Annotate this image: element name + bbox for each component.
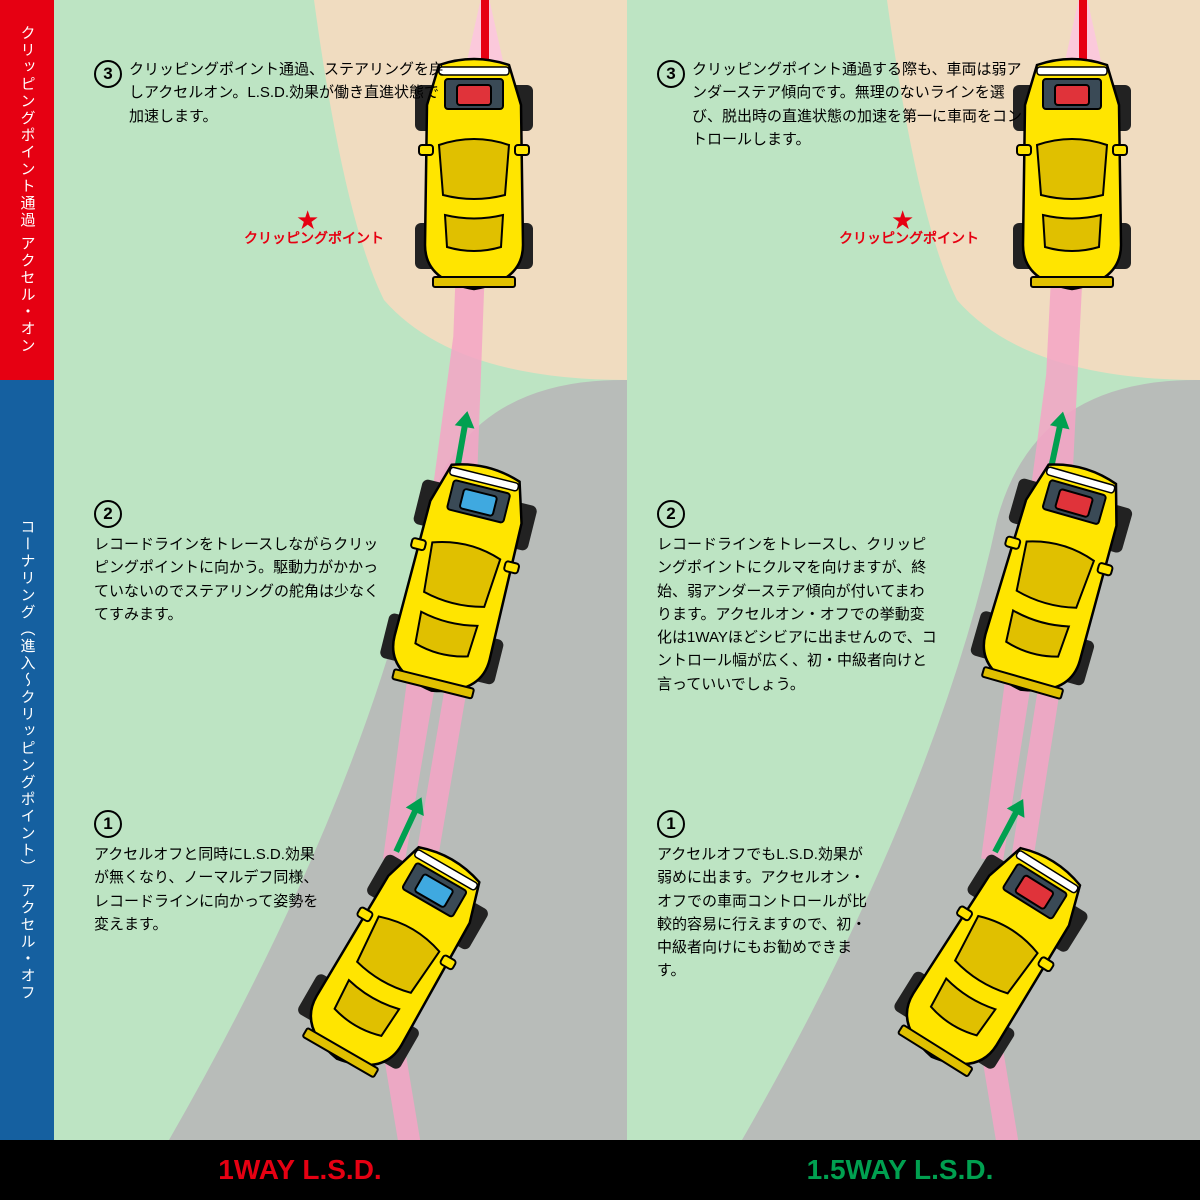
step-number: 2 <box>657 500 685 528</box>
comparison-panels: ★クリッピングポイント3クリッピングポイント通過、ステアリングを戻しアクセルオン… <box>54 0 1200 1140</box>
step-number: 1 <box>657 810 685 838</box>
step-number: 3 <box>657 60 685 88</box>
phase-accel-on: クリッピングポイント通過 アクセル・オン <box>0 0 54 380</box>
phase-accel-off: コーナリング（進入～クリッピングポイント） アクセル・オフ <box>0 380 54 1140</box>
phase-sidebar: クリッピングポイント通過 アクセル・オン コーナリング（進入～クリッピングポイン… <box>0 0 54 1140</box>
step-number: 2 <box>94 500 122 528</box>
clipping-label: クリッピングポイント <box>839 228 979 248</box>
clipping-label: クリッピングポイント <box>244 228 384 248</box>
footer-1way-label: 1WAY L.S.D. <box>0 1140 600 1200</box>
step-text: アクセルオフでもL.S.D.効果が弱めに出ます。アクセルオン・オフでの車両コント… <box>657 843 872 983</box>
phase-accel-off-label: コーナリング（進入～クリッピングポイント） アクセル・オフ <box>17 519 38 1001</box>
diagram-root: クリッピングポイント通過 アクセル・オン コーナリング（進入～クリッピングポイン… <box>0 0 1200 1200</box>
step-number: 1 <box>94 810 122 838</box>
step-text: レコードラインをトレースしながらクリッピングポイントに向かう。駆動力がかかってい… <box>94 533 384 626</box>
footer: 1WAY L.S.D. 1.5WAY L.S.D. <box>0 1140 1200 1200</box>
step-text: クリッピングポイント通過、ステアリングを戻しアクセルオン。L.S.D.効果が働き… <box>129 58 449 128</box>
step-text: クリッピングポイント通過する際も、車両は弱アンダーステア傾向です。無理のないライ… <box>692 58 1027 151</box>
step-text: アクセルオフと同時にL.S.D.効果が無くなり、ノーマルデフ同様、レコードライン… <box>94 843 319 936</box>
step-number: 3 <box>94 60 122 88</box>
step-text: レコードラインをトレースし、クリッピングポイントにクルマを向けますが、終始、弱ア… <box>657 533 937 696</box>
panel-1way: ★クリッピングポイント3クリッピングポイント通過、ステアリングを戻しアクセルオン… <box>54 0 627 1140</box>
phase-accel-on-label: クリッピングポイント通過 アクセル・オン <box>17 25 38 354</box>
panel-1.5way: ★クリッピングポイント3クリッピングポイント通過する際も、車両は弱アンダーステア… <box>627 0 1200 1140</box>
footer-15way-label: 1.5WAY L.S.D. <box>600 1140 1200 1200</box>
